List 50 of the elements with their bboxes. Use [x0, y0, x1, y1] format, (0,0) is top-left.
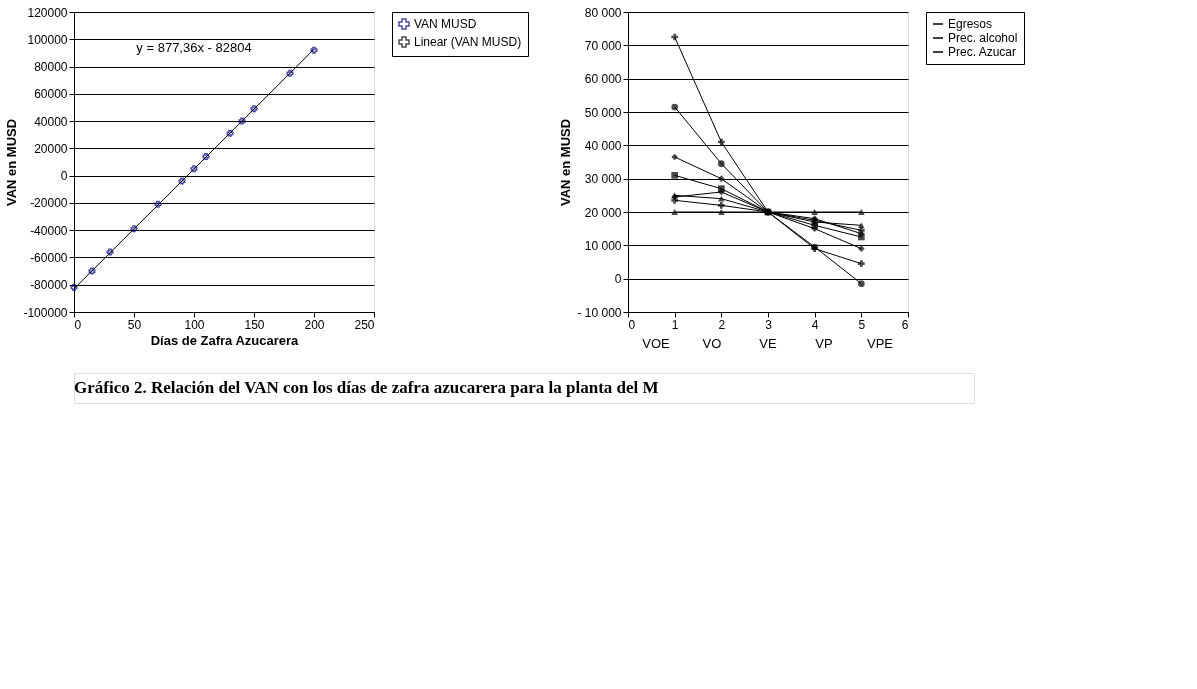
y-tick-label: -60000 [30, 250, 68, 265]
y-tick-label: -100000 [23, 305, 68, 320]
y-tick-label: 40 000 [584, 138, 622, 153]
y-tick-label: - 10 000 [577, 305, 622, 320]
y-tick-label: 0 [614, 272, 622, 287]
x-tick-label: 5 [858, 317, 866, 332]
x-tick-label: 150 [244, 317, 265, 332]
text: VPE [866, 336, 894, 351]
x-tick-label: 50 [127, 317, 142, 332]
y-axis-title: VAN en MUSD [4, 118, 20, 207]
x-tick-label: 200 [304, 317, 325, 332]
y-tick-label: 100000 [27, 32, 68, 47]
x-tick-label: 6 [901, 317, 909, 332]
y-tick-label: 10 000 [584, 238, 622, 253]
x-tick-label: 0 [628, 317, 636, 332]
y-tick-label: 80 000 [584, 5, 622, 20]
x-tick-label: 1 [671, 317, 679, 332]
y-tick-label: 120000 [27, 5, 68, 20]
text: Gráfico 2. Relación del VAN con los días de zafra azucarera para la planta del M [74, 378, 659, 397]
x-tick-label: 250 [354, 317, 375, 332]
y-tick-label: -40000 [30, 223, 68, 238]
y-tick-label: 20000 [34, 141, 68, 156]
x-tick-label: 2 [718, 317, 726, 332]
y-tick-label: 80000 [34, 60, 68, 75]
y-tick-label: -20000 [30, 196, 68, 211]
y-tick-label: 50 000 [584, 105, 622, 120]
x-tick-label: 4 [811, 317, 819, 332]
text: VO [702, 336, 722, 351]
text: VE [759, 336, 777, 351]
x-axis-title: Días de Zafra Azucarera [150, 332, 300, 348]
legend-label: VAN MUSD [414, 17, 477, 31]
y-tick-label: 70 000 [584, 38, 622, 53]
y-tick-label: 0 [60, 169, 68, 184]
text: VP [815, 336, 833, 351]
y-tick-label: -80000 [30, 278, 68, 293]
y-tick-label: 60 000 [584, 72, 622, 87]
y-tick-label: 20 000 [584, 205, 622, 220]
legend-label: Prec. Azucar [948, 45, 1017, 59]
legend-label: Egresos [948, 17, 993, 31]
x-tick-label: 100 [184, 317, 205, 332]
x-tick-label: 0 [74, 317, 82, 332]
annotation: y = 877,36x - 82804 [136, 40, 252, 55]
legend-label: Prec. alcohol [948, 31, 1018, 45]
text: VOE [642, 336, 671, 351]
x-tick-label: 3 [765, 317, 773, 332]
y-tick-label: 40000 [34, 114, 68, 129]
y-tick-label: 60000 [34, 87, 68, 102]
y-axis-title: VAN en MUSD [558, 118, 574, 207]
y-tick-label: 30 000 [584, 172, 622, 187]
legend-label: Linear (VAN MUSD) [414, 35, 522, 49]
